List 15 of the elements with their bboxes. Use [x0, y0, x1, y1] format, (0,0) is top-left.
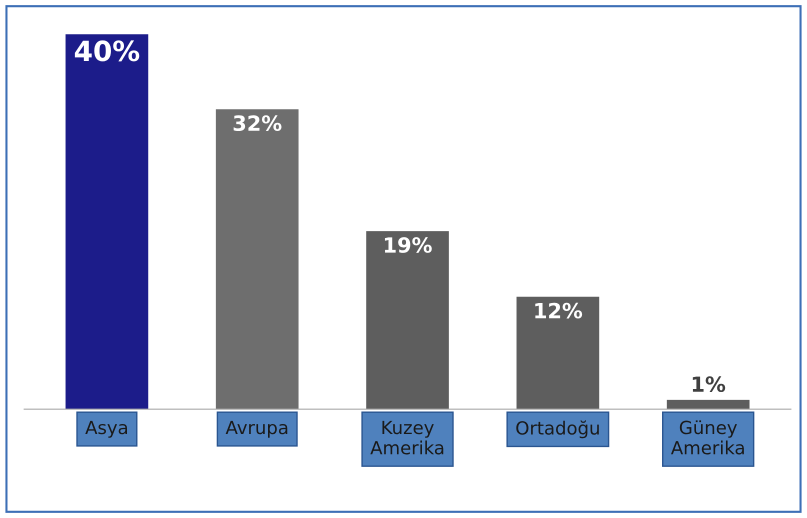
bar [66, 34, 148, 410]
data-label: 12% [535, 302, 582, 318]
data-label: 32% [234, 115, 282, 132]
x-tick-label: Asya [85, 420, 128, 438]
bar [516, 296, 600, 410]
x-tick-label: Avrupa [226, 420, 288, 438]
x-tick-label: Kuzey Amerika [370, 420, 444, 455]
bar [366, 231, 449, 410]
bar [216, 109, 299, 410]
bar [666, 400, 750, 410]
x-tick-label: Ortadoğu [516, 420, 599, 438]
data-label: 19% [384, 237, 432, 253]
data-label: 40% [74, 40, 140, 62]
x-tick-label: Güney Amerika [670, 420, 744, 455]
data-label: 1% [692, 376, 726, 392]
